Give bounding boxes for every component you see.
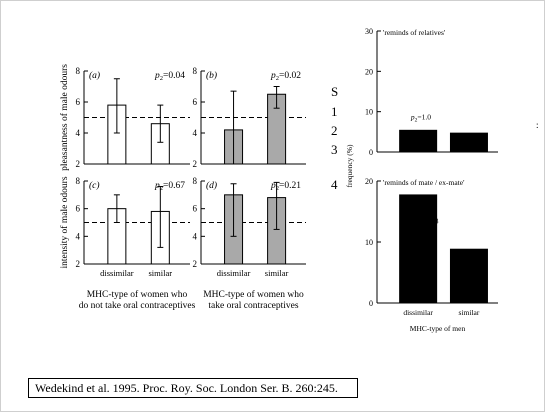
right-x-axis-label: MHC-type of men bbox=[410, 324, 466, 333]
p-value-label: p2=0.02 bbox=[270, 71, 301, 82]
category-label: similar bbox=[265, 268, 289, 278]
panel-d: 2 4 6 8 dissimilar similar (d) p2=0.21 bbox=[193, 176, 306, 278]
y-tick-label: 0 bbox=[369, 148, 373, 157]
category-label: dissimilar bbox=[100, 268, 134, 278]
y-tick-label: 2 bbox=[193, 259, 198, 269]
side-label: 2 bbox=[331, 123, 338, 138]
row-y-axis-label: pleasantness of male odours bbox=[59, 64, 70, 171]
category-label: similar bbox=[149, 268, 173, 278]
panel-title: 'reminds of mate / ex-mate' bbox=[383, 178, 465, 187]
side-label: 4 bbox=[331, 177, 338, 192]
category-label: dissimilar bbox=[403, 308, 433, 317]
y-tick-label: 2 bbox=[76, 259, 81, 269]
panel-title: 'reminds of relatives' bbox=[383, 28, 446, 37]
p-value-label: p2=0.67 bbox=[154, 181, 185, 192]
p-value-label: p2=0.038 bbox=[410, 217, 439, 228]
side-label: 3 bbox=[331, 142, 338, 157]
p-value-label: p2=0.04 bbox=[154, 71, 185, 82]
side-label: 1 bbox=[331, 104, 338, 119]
panel-c: 2 4 6 8 dissimilar similar (c) p2=0.67 bbox=[76, 176, 190, 278]
y-tick-label: 0 bbox=[369, 299, 373, 308]
row-y-axis-label: intensity of male odours bbox=[59, 176, 70, 268]
group-caption: MHC-type of women who bbox=[203, 289, 304, 300]
y-tick-label: 6 bbox=[193, 204, 198, 214]
y-tick-label: 4 bbox=[76, 231, 81, 241]
y-tick-label: 6 bbox=[76, 204, 81, 214]
y-tick-label: 6 bbox=[193, 97, 198, 107]
category-label: similar bbox=[459, 308, 480, 317]
panel-letter: (c) bbox=[89, 180, 100, 191]
panel-letter: (d) bbox=[206, 180, 217, 191]
y-tick-label: 20 bbox=[365, 67, 373, 76]
y-tick-label: 2 bbox=[76, 159, 81, 169]
y-tick-label: 30 bbox=[365, 27, 373, 36]
y-tick-label: 10 bbox=[365, 238, 373, 247]
panel-b: 2 4 6 8 (b) p2=0.02 bbox=[193, 66, 306, 169]
y-tick-label: 8 bbox=[193, 176, 198, 186]
y-tick-label: 8 bbox=[76, 66, 81, 76]
y-tick-label: 10 bbox=[365, 108, 373, 117]
p-value-label: p2=0.21 bbox=[270, 181, 301, 192]
side-label: S bbox=[331, 84, 338, 99]
right-y-axis-label: frequency (%) bbox=[345, 144, 354, 188]
p-value-label: p2=1.0 bbox=[410, 113, 431, 124]
bar-dissimilar bbox=[399, 194, 438, 303]
y-tick-label: 20 bbox=[365, 177, 373, 186]
panel-a: 2 4 6 8 (a) p2=0.04 bbox=[76, 66, 190, 169]
bar-similar bbox=[449, 248, 488, 303]
y-tick-label: 2 bbox=[193, 159, 198, 169]
y-tick-label: 4 bbox=[76, 128, 81, 138]
y-tick-label: 4 bbox=[193, 128, 198, 138]
right-panel-1: 0 10 20 30 'reminds of relatives' p2=1.0 bbox=[365, 27, 498, 157]
category-label: dissimilar bbox=[217, 268, 251, 278]
y-tick-label: 8 bbox=[76, 176, 81, 186]
panel-letter: (b) bbox=[206, 70, 217, 81]
citation-box: Wedekind et al. 1995. Proc. Roy. Soc. Lo… bbox=[28, 378, 358, 398]
right-panel-2: 0 10 20 dissimilar similar 'reminds of mate /… bbox=[365, 177, 498, 317]
bar-dissimilar bbox=[399, 129, 438, 152]
panel-letter: (a) bbox=[89, 70, 100, 81]
group-caption: take oral contraceptives bbox=[208, 301, 299, 311]
y-tick-label: 6 bbox=[76, 97, 81, 107]
y-tick-label: 8 bbox=[193, 66, 198, 76]
y-tick-label: 4 bbox=[193, 231, 198, 241]
group-caption: do not take oral contraceptives bbox=[79, 301, 196, 311]
group-caption: MHC-type of women who bbox=[87, 289, 188, 300]
bar-similar bbox=[449, 132, 488, 152]
stray-mark: : bbox=[536, 120, 539, 130]
